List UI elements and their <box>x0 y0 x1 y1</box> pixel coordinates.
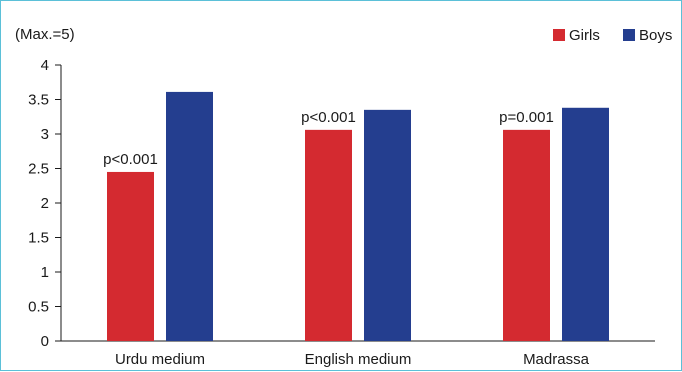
bar-boys <box>562 107 609 341</box>
x-axis: Urdu medium English medium Madrassa <box>61 340 655 368</box>
y-axis-unit-label: (Max.=5) <box>15 26 75 43</box>
y-tick-label: 2.5 <box>28 161 49 178</box>
legend-swatch-girls <box>553 29 565 41</box>
x-tick-label: Urdu medium <box>115 351 205 368</box>
bar-girls <box>305 129 352 341</box>
p-value-annotation: p=0.001 <box>499 109 554 126</box>
y-tick-label: 0.5 <box>28 299 49 316</box>
legend: Girls Boys <box>553 27 672 44</box>
bar-boys <box>364 109 411 341</box>
y-tick-label: 3.5 <box>28 92 49 109</box>
x-tick-label: Madrassa <box>523 351 590 368</box>
x-tick-label: English medium <box>305 351 412 368</box>
y-axis: 0 0.5 1 1.5 2 2.5 3 3.5 4 <box>28 57 62 350</box>
bar-boys <box>166 91 213 341</box>
y-tick-label: 2 <box>41 195 49 212</box>
y-tick-label: 3 <box>41 126 49 143</box>
legend-swatch-boys <box>623 29 635 41</box>
bar-girls <box>503 129 550 341</box>
p-value-annotation: p<0.001 <box>103 151 158 168</box>
y-tick-label: 1 <box>41 264 49 281</box>
p-value-annotation: p<0.001 <box>301 109 356 126</box>
annotations: p<0.001 p<0.001 p=0.001 <box>103 109 554 168</box>
y-tick-label: 4 <box>41 57 49 74</box>
y-tick-label: 0 <box>41 333 49 350</box>
legend-label-boys: Boys <box>639 27 672 44</box>
y-tick-label: 1.5 <box>28 230 49 247</box>
bars <box>107 91 609 341</box>
legend-label-girls: Girls <box>569 27 600 44</box>
bar-girls <box>107 171 154 341</box>
